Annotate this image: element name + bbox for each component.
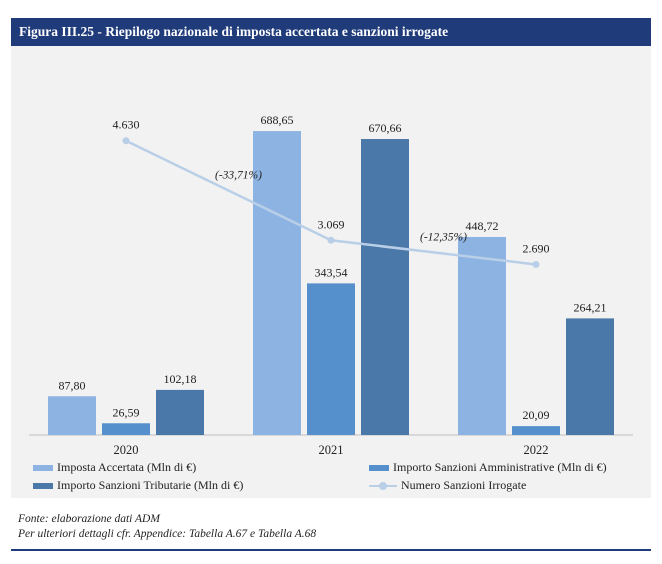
data-label-2020-series-3: 102,18 (164, 372, 197, 386)
chart-svg: 87,80 26,59 102,18 2020 688,65 343,54 670,66 20… (29, 113, 633, 457)
category-label-2022: 2022 (524, 443, 549, 457)
line-point-2022 (532, 260, 540, 268)
bar-2021-series-2 (307, 283, 355, 435)
data-label-2021-series-2: 343,54 (315, 265, 348, 279)
category-label-2020: 2020 (114, 443, 139, 457)
legend-swatch-sanzioni-amministrative (369, 464, 389, 471)
line-point-2021 (327, 236, 335, 244)
data-label-2020-series-2: 26,59 (113, 405, 140, 419)
details-note: Per ulteriori dettagli cfr. Appendice: T… (18, 528, 317, 540)
bar-2022-series-3 (566, 318, 614, 435)
category-label-2021: 2021 (319, 443, 344, 457)
figure-notes: Fonte: elaborazione dati ADM Per ulterio… (18, 512, 316, 542)
legend-label-imposta-accertata: Imposta Accertata (Mln di €) (57, 460, 197, 474)
legend-swatch-imposta-accertata (33, 464, 53, 471)
legend-swatch-sanzioni-tributarie (33, 482, 53, 489)
legend-item-imposta-accertata: Imposta Accertata (Mln di €) (33, 460, 196, 475)
bar-2020-series-3 (156, 389, 204, 435)
legend-item-numero-sanzioni: Numero Sanzioni Irrogate (369, 478, 526, 493)
line-label-2021: 3.069 (318, 217, 345, 231)
figure-title: Figura III.25 - Riepilogo nazionale di i… (11, 18, 651, 46)
bar-2020-series-2 (102, 423, 150, 435)
bar-2022-series-2 (512, 426, 560, 435)
bar-2021-series-1 (253, 131, 301, 435)
legend-item-sanzioni-tributarie: Importo Sanzioni Tributarie (Mln di €) (33, 478, 243, 493)
bar-2020-series-1 (48, 396, 96, 435)
annotation-change-2: (-12,35%) (420, 231, 467, 243)
chart-area: 87,80 26,59 102,18 2020 688,65 343,54 670,66 20… (11, 46, 651, 498)
line-label-2020: 4.630 (113, 118, 140, 132)
legend-label-sanzioni-amministrative: Importo Sanzioni Amministrative (Mln di … (393, 460, 607, 474)
line-label-2022: 2.690 (523, 241, 550, 255)
legend-label-sanzioni-tributarie: Importo Sanzioni Tributarie (Mln di €) (57, 478, 244, 492)
legend-line-numero-sanzioni (369, 481, 397, 490)
data-label-2022-series-1: 448,72 (466, 219, 499, 233)
data-label-2021-series-3: 670,66 (369, 121, 402, 135)
source-note: Fonte: elaborazione dati ADM (18, 513, 160, 525)
data-label-2021-series-1: 688,65 (261, 113, 294, 127)
legend-item-sanzioni-amministrative: Importo Sanzioni Amministrative (Mln di … (369, 460, 607, 475)
line-point-2020 (122, 137, 130, 145)
bar-2021-series-3 (361, 139, 409, 435)
data-label-2022-series-3: 264,21 (574, 300, 607, 314)
data-label-2020-series-1: 87,80 (59, 378, 86, 392)
data-label-2022-series-2: 20,09 (523, 408, 550, 422)
annotation-change-1: (-33,71%) (215, 170, 262, 182)
bottom-rule (11, 549, 651, 551)
legend-label-numero-sanzioni: Numero Sanzioni Irrogate (401, 478, 527, 492)
legend: Imposta Accertata (Mln di €) Importo San… (11, 458, 651, 498)
bar-2022-series-1 (458, 236, 506, 435)
